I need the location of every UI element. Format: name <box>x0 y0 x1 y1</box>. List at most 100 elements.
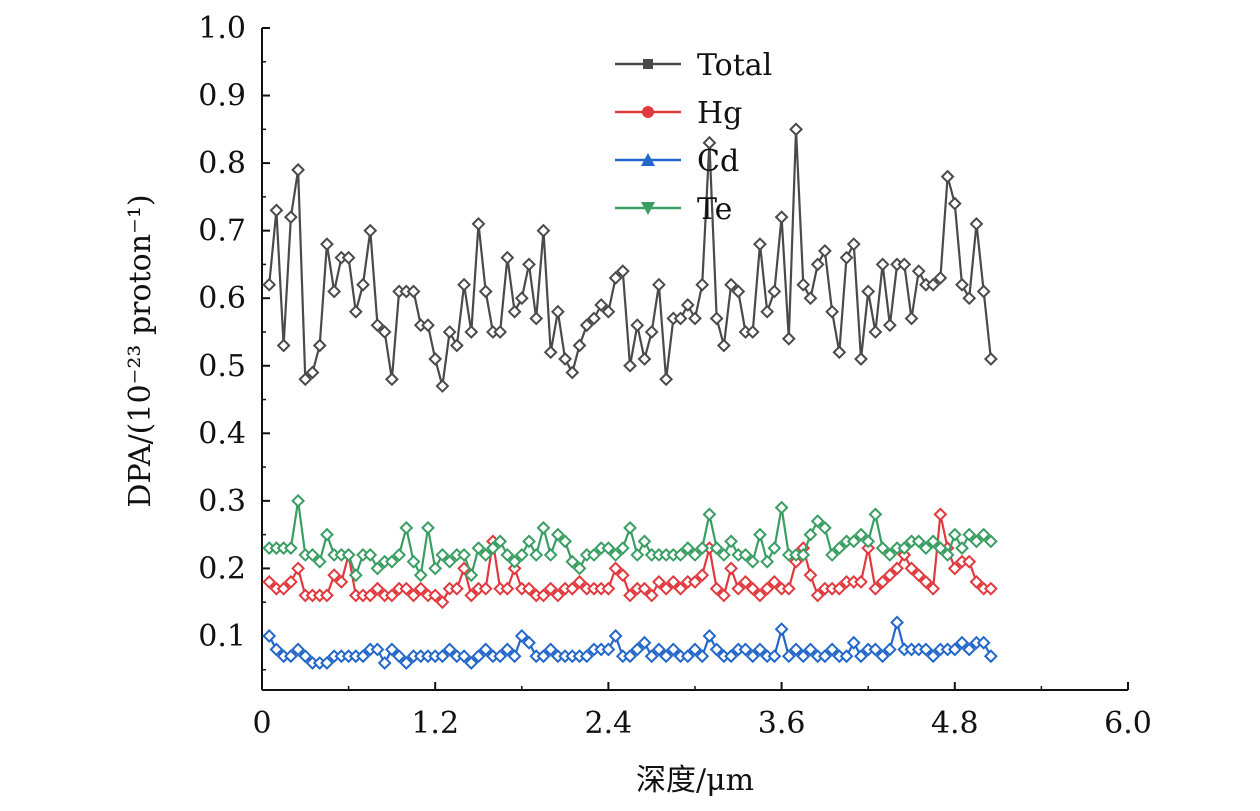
data-point-total <box>969 216 984 231</box>
data-point-te <box>493 534 508 549</box>
data-point-cd <box>890 615 904 630</box>
data-point-hg <box>644 588 659 603</box>
data-point-total <box>471 216 486 231</box>
y-tick-label: 0.1 <box>198 619 246 654</box>
data-point-total <box>457 277 471 292</box>
data-point-cd <box>370 642 385 657</box>
data-point-te <box>673 547 688 562</box>
data-point-cd <box>601 642 616 657</box>
x-tick-label: 4.8 <box>931 706 979 741</box>
data-point-te <box>507 554 522 569</box>
data-point-hg <box>745 581 760 596</box>
data-point-te <box>536 520 551 535</box>
legend-label: Total <box>697 48 772 83</box>
data-point-cd <box>478 642 493 657</box>
data-point-hg <box>933 507 948 522</box>
data-point-total <box>507 304 522 319</box>
data-point-cd <box>514 629 529 643</box>
data-point-cd <box>955 635 969 650</box>
data-point-hg <box>673 581 688 596</box>
data-point-total <box>428 352 443 366</box>
data-point-hg <box>904 561 919 576</box>
data-point-total <box>623 358 637 373</box>
data-point-cd <box>962 642 977 657</box>
data-point-total <box>875 257 890 272</box>
data-point-total <box>572 338 587 353</box>
data-point-total <box>594 298 609 312</box>
data-point-total <box>435 379 450 393</box>
data-point-cd <box>507 649 522 664</box>
data-point-cd <box>666 642 681 657</box>
data-point-total <box>933 271 948 285</box>
y-tick-label: 0.8 <box>198 146 246 181</box>
data-point-cd <box>702 629 717 643</box>
data-point-hg <box>406 588 421 603</box>
data-point-hg <box>969 575 984 589</box>
data-point-cd <box>579 649 594 664</box>
data-point-total <box>659 372 674 387</box>
data-point-total <box>276 338 291 353</box>
data-point-total <box>709 311 724 326</box>
data-point-total <box>803 291 818 306</box>
data-point-te <box>767 541 782 556</box>
data-point-total <box>421 318 435 333</box>
data-point-cd <box>356 649 370 664</box>
data-point-hg <box>854 575 868 589</box>
data-point-cd <box>882 642 897 657</box>
data-point-cd <box>846 635 861 650</box>
data-point-total <box>587 311 601 326</box>
data-point-hg <box>384 588 399 603</box>
data-point-cd <box>709 642 724 657</box>
data-point-te <box>919 541 933 556</box>
x-tick-label: 3.6 <box>758 706 806 741</box>
data-point-cd <box>536 649 551 664</box>
data-point-te <box>421 520 435 535</box>
data-point-total <box>356 277 370 292</box>
data-point-cd <box>796 649 811 664</box>
legend-label: Hg <box>697 96 742 131</box>
data-point-hg <box>428 588 443 603</box>
data-point-te <box>457 547 471 562</box>
data-point-total <box>283 210 298 225</box>
data-point-cd <box>919 642 933 657</box>
data-point-te <box>543 547 558 562</box>
data-point-hg <box>695 568 710 583</box>
data-point-total <box>305 365 320 380</box>
data-point-te <box>500 547 515 562</box>
data-point-te <box>933 541 948 556</box>
series-group <box>262 122 998 670</box>
data-point-total <box>377 325 392 339</box>
data-point-cd <box>291 642 305 657</box>
data-point-te <box>940 547 955 562</box>
data-point-total <box>767 284 782 299</box>
data-point-total <box>774 210 789 225</box>
data-point-hg <box>543 581 558 596</box>
data-point-total <box>348 304 363 319</box>
data-point-total <box>442 325 457 339</box>
data-point-te <box>810 514 825 529</box>
data-point-total <box>983 352 998 366</box>
data-point-hg <box>464 588 479 603</box>
data-point-total <box>464 325 479 339</box>
data-point-te <box>947 527 962 542</box>
data-point-total <box>601 304 616 319</box>
data-point-te <box>832 541 847 556</box>
data-point-te <box>442 554 457 569</box>
data-point-total <box>370 318 385 333</box>
data-point-te <box>341 547 356 562</box>
data-point-cd <box>738 642 753 657</box>
data-point-te <box>854 527 868 542</box>
data-point-total <box>911 264 926 279</box>
data-point-hg <box>753 588 767 603</box>
data-point-te <box>630 547 645 562</box>
data-point-te <box>709 541 724 556</box>
data-point-total <box>298 372 313 387</box>
data-point-total <box>536 223 551 238</box>
y-tick-label: 0.2 <box>198 551 246 586</box>
data-point-te <box>587 547 601 562</box>
data-point-total <box>341 250 356 265</box>
legend-item-total: Total <box>615 48 772 83</box>
data-point-hg <box>500 581 515 596</box>
data-point-total <box>327 284 342 299</box>
